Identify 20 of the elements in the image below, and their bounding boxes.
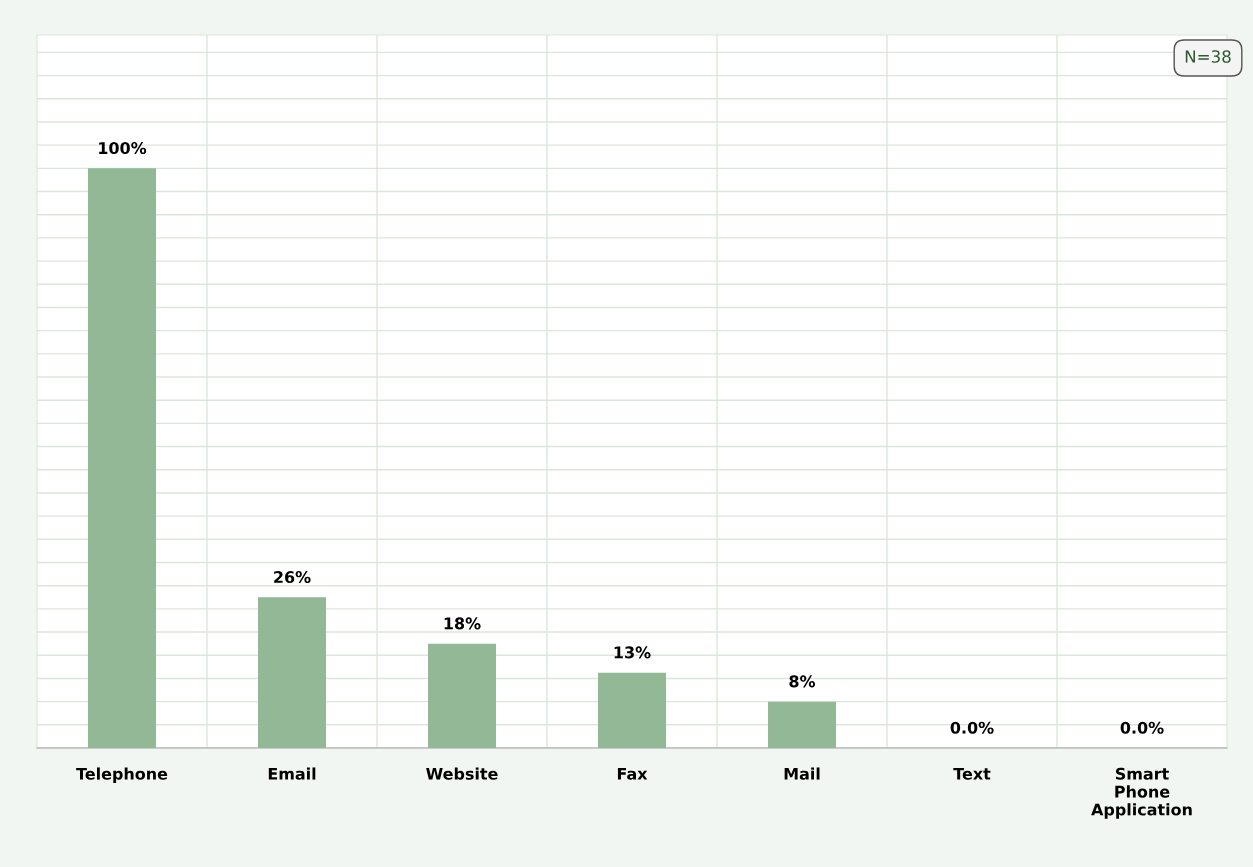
data-label: 13% xyxy=(614,646,651,659)
bar xyxy=(598,672,666,748)
x-tick-label: Email xyxy=(268,767,316,780)
data-label: 26% xyxy=(274,571,311,584)
data-label: 0.0% xyxy=(950,721,994,734)
bar xyxy=(258,597,326,748)
data-label: 0.0% xyxy=(1120,721,1164,734)
x-tick-label: Smart Phone Application xyxy=(1091,767,1192,819)
data-label: 100% xyxy=(99,142,147,155)
bar xyxy=(428,643,496,748)
x-tick-label: Fax xyxy=(617,767,648,780)
data-label: 8% xyxy=(789,675,816,688)
bar xyxy=(768,701,836,748)
data-label: 18% xyxy=(444,617,481,630)
x-tick-label: Website xyxy=(426,767,498,780)
x-tick-label: Text xyxy=(953,767,991,780)
x-tick-label: Telephone xyxy=(76,767,168,783)
bar xyxy=(88,168,156,748)
annotation: N=38 xyxy=(1185,50,1231,63)
x-tick-label: Mail xyxy=(784,767,820,780)
